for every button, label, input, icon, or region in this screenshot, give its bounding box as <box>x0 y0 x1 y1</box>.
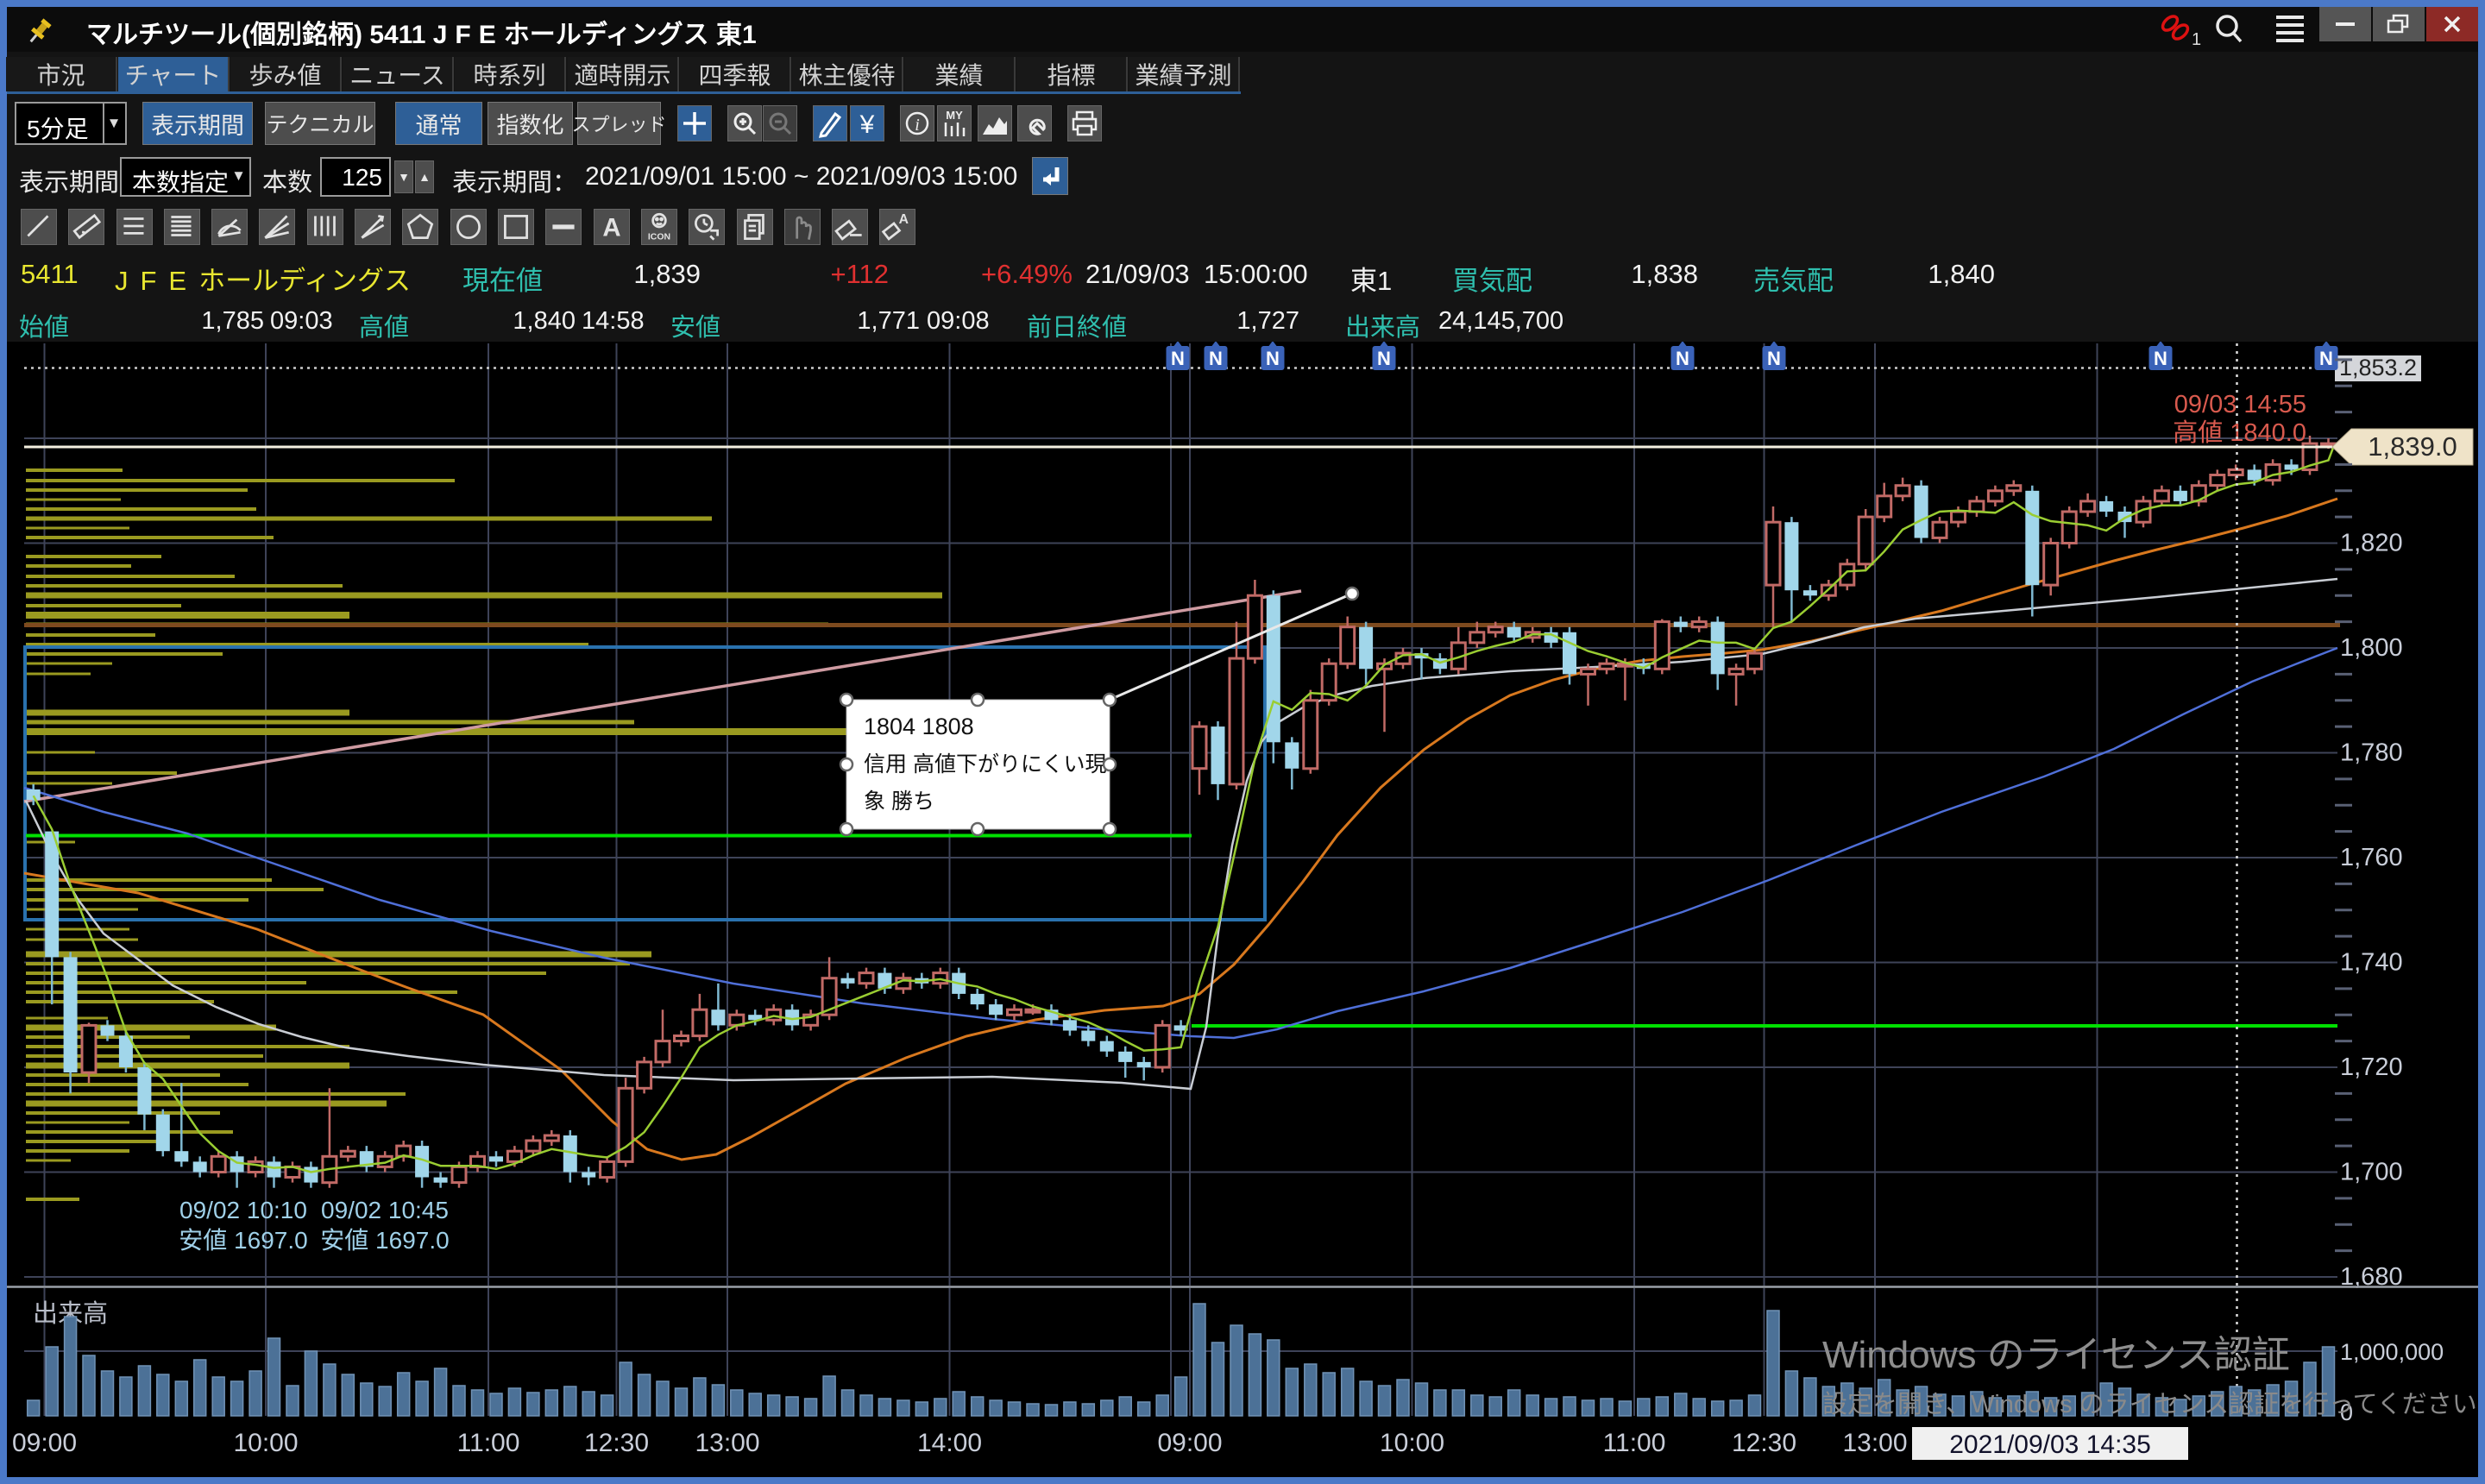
svg-text:14:00: 14:00 <box>917 1429 982 1457</box>
svg-text:09/02 10:10: 09/02 10:10 <box>179 1197 307 1223</box>
svg-text:1,820: 1,820 <box>2340 530 2403 557</box>
svg-text:¥: ¥ <box>859 110 875 139</box>
svg-text:1,000,000: 1,000,000 <box>2340 1339 2444 1365</box>
svg-text:A: A <box>899 212 909 227</box>
svg-text:高値 1840.0: 高値 1840.0 <box>2173 418 2306 447</box>
svg-text:13:00: 13:00 <box>695 1429 759 1457</box>
svg-text:A: A <box>602 214 620 242</box>
svg-text:1,740: 1,740 <box>2340 949 2403 977</box>
svg-text:N: N <box>1209 348 1223 369</box>
svg-text:09/03 14:55: 09/03 14:55 <box>2174 391 2306 418</box>
svg-text:設定を開き、Windows のライセンス認証を行ってください: 設定を開き、Windows のライセンス認証を行ってください。 <box>1822 1390 2478 1418</box>
svg-text:13:00: 13:00 <box>1842 1429 1907 1457</box>
svg-text:安値 1697.0: 安値 1697.0 <box>179 1227 307 1254</box>
svg-text:MY: MY <box>946 109 963 122</box>
svg-text:Windows のライセンス認証: Windows のライセンス認証 <box>1822 1334 2290 1376</box>
svg-text:11:00: 11:00 <box>457 1429 520 1457</box>
svg-text:N: N <box>1171 348 1185 369</box>
svg-text:10:00: 10:00 <box>1380 1429 1444 1457</box>
svg-text:1,720: 1,720 <box>2340 1053 2403 1081</box>
svg-text:N: N <box>2319 348 2333 369</box>
svg-text:1804 1808: 1804 1808 <box>864 714 974 739</box>
svg-text:信用 高値下がりにくい現: 信用 高値下がりにくい現 <box>864 752 1106 777</box>
svg-text:1: 1 <box>2192 30 2201 48</box>
svg-text:1,780: 1,780 <box>2340 739 2403 767</box>
svg-text:1,839.0: 1,839.0 <box>2368 431 2457 462</box>
svg-text:11:00: 11:00 <box>1603 1429 1666 1457</box>
svg-text:1,760: 1,760 <box>2340 844 2403 871</box>
svg-text:N: N <box>1266 348 1280 369</box>
svg-text:象 勝ち: 象 勝ち <box>864 789 934 814</box>
svg-text:安値 1697.0: 安値 1697.0 <box>320 1227 449 1254</box>
svg-text:09:00: 09:00 <box>1157 1429 1222 1457</box>
svg-text:N: N <box>1767 348 1781 369</box>
svg-text:10:00: 10:00 <box>233 1429 298 1457</box>
svg-text:N: N <box>2154 348 2167 369</box>
svg-text:12:30: 12:30 <box>584 1429 649 1457</box>
svg-text:1,700: 1,700 <box>2340 1159 2403 1186</box>
svg-text:0: 0 <box>2340 1399 2353 1425</box>
svg-text:09/02 10:45: 09/02 10:45 <box>321 1197 449 1223</box>
svg-text:1,800: 1,800 <box>2340 634 2403 662</box>
svg-text:i: i <box>915 116 920 135</box>
svg-text:2021/09/03 14:35: 2021/09/03 14:35 <box>1949 1431 2151 1459</box>
svg-text:N: N <box>1676 348 1689 369</box>
svg-text:09:00: 09:00 <box>12 1429 77 1457</box>
svg-text:N: N <box>1377 348 1391 369</box>
svg-text:ICON: ICON <box>648 232 670 242</box>
svg-text:12:30: 12:30 <box>1732 1429 1796 1457</box>
